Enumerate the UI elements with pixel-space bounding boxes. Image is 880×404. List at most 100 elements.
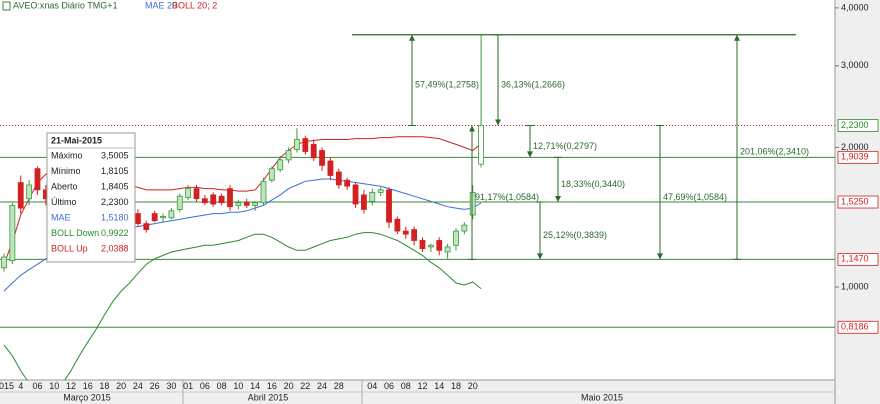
candle-body [369,191,376,202]
info-label: BOLL Down [51,228,99,238]
x-tick-label: 06 [32,381,42,391]
y-tick-label: 1,0000 [841,281,869,291]
measure-arrowhead [469,125,475,132]
x-tick-label: 2015 [0,381,14,391]
level-tag [837,252,879,266]
legend-entry: MAE 20 [145,0,177,10]
legend-entry: BOLL 20; 2 [172,0,217,10]
candle-body [310,144,317,159]
level-label: 2,2300 [841,120,869,130]
candle-body [335,171,342,186]
candle-body [168,210,175,219]
measure-arrowhead [657,253,663,260]
info-label: Mínimo [51,166,81,176]
candle-body [469,191,476,216]
x-tick-label: 26 [150,381,160,391]
candle-body [402,230,409,235]
x-tick-label: 10 [233,381,243,391]
candle-body [260,180,267,204]
info-value: 0,9922 [101,228,129,238]
measure-label: 57,49%(1,2758) [415,80,479,90]
candle-body [444,246,451,253]
candle-body [252,202,259,206]
info-value: 1,5180 [101,212,129,222]
level-tag [837,320,879,334]
candle-body [227,188,233,208]
info-value: 1,8105 [101,166,129,176]
x-tick-label: 16 [83,381,93,391]
candle-body [268,168,275,181]
x-tick-label: 12 [66,381,76,391]
candle-body [427,244,434,248]
measure-label: 91,17%(1,0584) [475,192,539,202]
candle-body [185,188,192,198]
level-label: 1,5250 [841,196,869,206]
level-tag [837,150,879,164]
candle-body [160,215,166,219]
measure-label: 25,12%(0,3839) [543,230,607,240]
chart-title: AVEO:xnas Diário TMG+1 [13,0,117,10]
info-value: 2,0388 [101,243,129,253]
measure-arrowhead [537,253,543,260]
candle-body [17,182,24,209]
candle-body [461,224,468,232]
legend-icon [2,1,11,11]
month-label: Abril 2015 [248,392,289,402]
x-tick-label: 4 [18,381,23,391]
x-tick-label: 08 [217,381,227,391]
month-label: Maio 2015 [581,392,623,402]
level-tag [837,119,879,132]
candle-body [478,125,484,165]
x-tick-label: 18 [99,381,109,391]
info-label: Aberto [51,181,78,191]
y-tick-label: 3,0000 [841,60,869,70]
info-label: Máximo [51,150,83,160]
measure-arrowhead [495,119,501,126]
x-tick-label: 28 [334,381,344,391]
measure-arrowhead [527,151,533,158]
info-value: 1,8405 [101,181,129,191]
x-tick-label: 20 [468,381,478,391]
candle-body [176,195,183,210]
y-tick-label: 4,0000 [841,2,869,12]
y-tick-label: 2,0000 [841,142,869,152]
x-tick-label: 04 [367,381,377,391]
x-tick-label: 06 [384,381,394,391]
measure-arrowhead [555,196,561,203]
candle-body [1,256,7,269]
x-tick-label: 16 [267,381,277,391]
level-label: 0,8186 [841,322,869,332]
x-tick-label: 14 [434,381,444,391]
x-tick-label: 20 [116,381,126,391]
candle-body [327,160,334,176]
measure-label: 12,71%(0,2797) [533,141,597,151]
candle-body [352,184,359,205]
candle-body [294,139,300,150]
measure-label: 36,13%(1,2666) [501,80,565,90]
candle-body [394,218,401,232]
plot: 57,49%(1,2758) 36,13%(1,2666) 12,71%(0,279… [0,34,835,380]
candle-body [285,150,292,161]
x-tick-label: 01 [183,381,193,391]
info-value: 3,5005 [101,150,129,160]
candle-body [419,240,426,250]
indicator-line [3,232,482,380]
candle-body [344,179,351,187]
candle-body [210,194,217,205]
candle-body [277,159,284,171]
candle-body [235,202,242,206]
info-label: Último [51,197,77,207]
candle-body [135,213,141,225]
candle-body [411,229,418,241]
measure-label: 18,33%(0,3440) [561,179,625,189]
x-tick-label: 08 [401,381,411,391]
candle-body [218,195,225,204]
measure-arrowhead [409,34,415,41]
x-tick-label: 30 [166,381,176,391]
measure-arrowhead [734,34,740,41]
measure-label: 201,06%(2,3410) [740,146,809,156]
candle-body [453,230,459,246]
x-tick-label: 12 [417,381,427,391]
x-tick-label: 24 [133,381,143,391]
